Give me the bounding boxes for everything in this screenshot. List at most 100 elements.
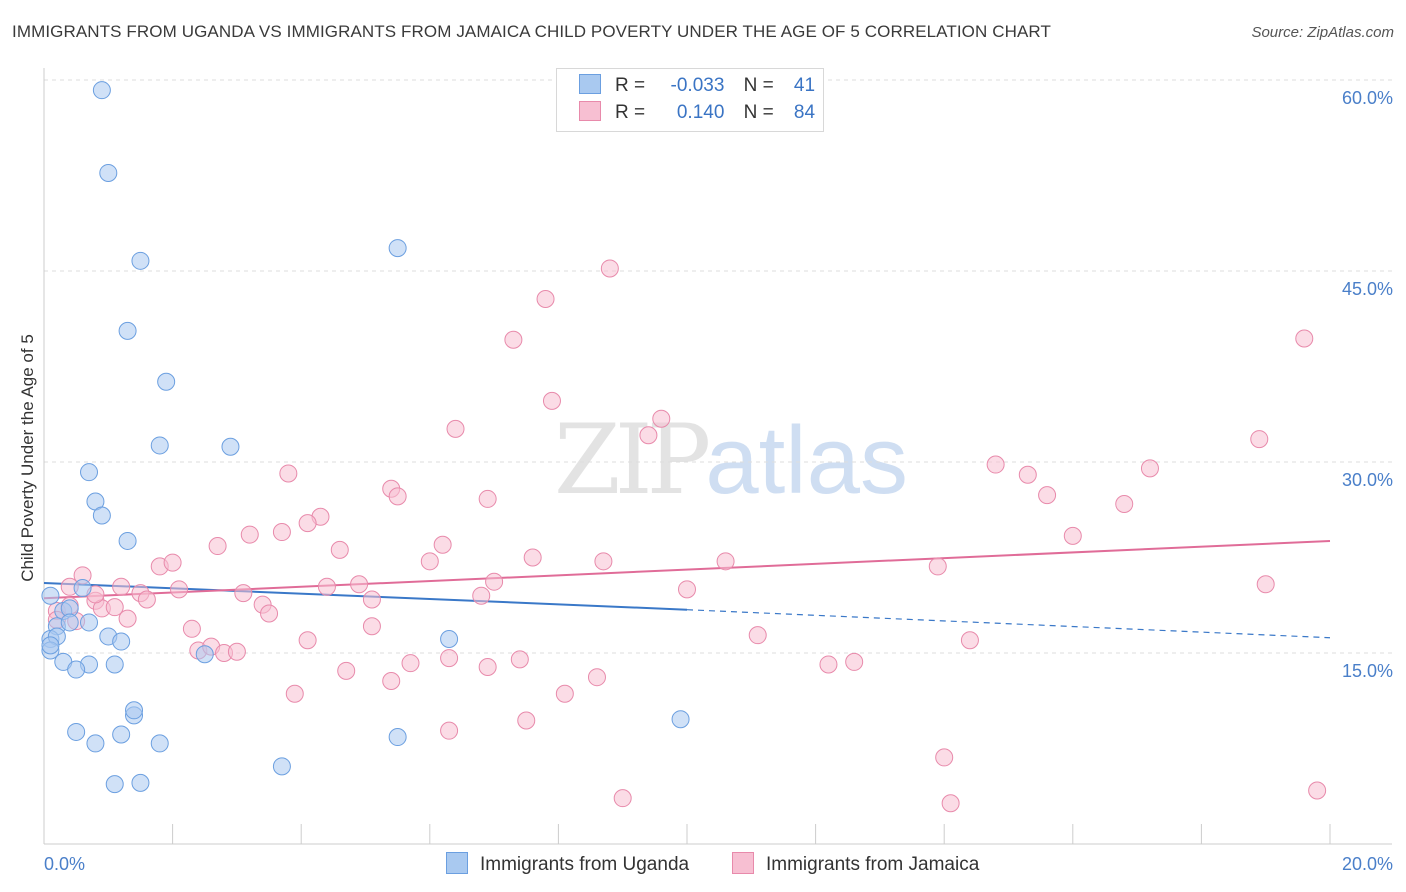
point-jamaica	[485, 572, 504, 591]
point-uganda	[221, 437, 240, 456]
point-jamaica	[510, 650, 529, 669]
point-jamaica	[433, 535, 452, 554]
point-uganda	[67, 660, 86, 679]
point-uganda	[112, 632, 131, 651]
point-jamaica	[928, 557, 947, 576]
point-uganda	[105, 775, 124, 794]
point-jamaica	[234, 584, 253, 603]
point-jamaica	[1115, 495, 1134, 514]
point-uganda	[41, 636, 60, 655]
y-axis-label: Child Poverty Under the Age of 5	[18, 334, 37, 582]
point-uganda	[73, 579, 92, 598]
point-uganda	[118, 321, 137, 340]
point-jamaica	[182, 619, 201, 638]
y-tick-label: 30.0%	[1342, 470, 1393, 490]
point-jamaica	[600, 259, 619, 278]
jamaica-n-label: N =	[743, 102, 774, 123]
point-uganda	[388, 239, 407, 258]
point-jamaica	[1018, 465, 1037, 484]
y-tick-label: 60.0%	[1342, 88, 1393, 108]
point-uganda	[125, 701, 144, 720]
point-jamaica	[279, 464, 298, 483]
point-jamaica	[446, 419, 465, 438]
point-jamaica	[1308, 781, 1327, 800]
point-jamaica	[440, 649, 459, 668]
point-jamaica	[517, 711, 536, 730]
point-jamaica	[163, 553, 182, 572]
point-jamaica	[678, 580, 696, 599]
point-jamaica	[298, 514, 317, 533]
point-jamaica	[960, 631, 979, 650]
point-jamaica	[536, 290, 555, 309]
x-tick-label-max: 20.0%	[1342, 854, 1393, 874]
trend-line-jamaica	[43, 539, 1331, 600]
point-jamaica	[317, 577, 336, 596]
point-jamaica	[845, 652, 864, 671]
point-jamaica	[587, 668, 606, 687]
gridlines	[44, 79, 1392, 654]
point-jamaica	[260, 604, 279, 623]
y-tick-label: 15.0%	[1342, 661, 1393, 681]
correlation-legend: R = -0.033 N = 41 R = 0.140 N = 84	[556, 68, 824, 132]
point-uganda	[131, 251, 150, 270]
point-jamaica	[1250, 430, 1269, 449]
legend-row-uganda: R = -0.033 N = 41	[579, 74, 815, 100]
legend-row-jamaica: R = 0.140 N = 84	[579, 101, 815, 127]
point-uganda	[67, 722, 86, 741]
uganda-r-value: -0.033	[670, 75, 725, 96]
jamaica-swatch	[579, 101, 601, 121]
point-jamaica	[208, 537, 227, 556]
point-jamaica	[420, 552, 439, 571]
point-uganda	[272, 757, 291, 776]
point-uganda	[92, 81, 111, 100]
legend-item-uganda[interactable]: Immigrants from Uganda	[446, 852, 689, 876]
point-jamaica	[285, 684, 304, 703]
jamaica-n-value: 84	[793, 102, 816, 123]
source-label: Source: ZipAtlas.com	[1251, 24, 1394, 41]
point-uganda	[440, 629, 459, 648]
point-uganda	[92, 506, 111, 525]
point-jamaica	[137, 590, 156, 609]
point-jamaica	[362, 590, 381, 609]
point-jamaica	[523, 548, 542, 567]
point-jamaica	[542, 391, 561, 410]
legend-item-jamaica[interactable]: Immigrants from Jamaica	[732, 852, 979, 876]
uganda-r-label: R =	[615, 75, 646, 96]
point-jamaica	[941, 794, 960, 813]
point-jamaica	[105, 598, 124, 617]
jamaica-legend-swatch	[732, 852, 754, 874]
point-jamaica	[337, 661, 356, 680]
point-uganda	[671, 710, 690, 729]
point-jamaica	[478, 658, 497, 677]
point-jamaica	[716, 552, 735, 571]
y-tick-label: 45.0%	[1342, 279, 1393, 299]
point-jamaica	[613, 789, 632, 808]
point-jamaica	[819, 655, 838, 674]
jamaica-legend-label: Immigrants from Jamaica	[766, 854, 980, 875]
point-uganda	[112, 725, 131, 744]
point-jamaica	[472, 586, 491, 605]
point-jamaica	[504, 330, 523, 349]
point-jamaica	[272, 523, 291, 542]
point-jamaica	[1063, 526, 1082, 545]
point-jamaica	[555, 684, 574, 703]
point-jamaica	[401, 654, 420, 673]
point-jamaica	[298, 631, 317, 650]
point-jamaica	[639, 426, 658, 445]
point-uganda	[118, 531, 137, 550]
axes	[43, 68, 1392, 845]
watermark-atlas: atlas	[705, 407, 908, 514]
point-jamaica	[986, 455, 1005, 474]
point-uganda	[150, 734, 169, 753]
points-uganda	[41, 81, 690, 794]
trend-jamaica	[43, 539, 1331, 600]
point-jamaica	[935, 748, 954, 767]
point-uganda	[150, 436, 169, 455]
point-jamaica	[1256, 575, 1275, 594]
point-jamaica	[350, 575, 369, 594]
point-uganda	[388, 728, 407, 747]
uganda-n-value: 41	[793, 75, 816, 96]
point-uganda	[195, 645, 214, 664]
uganda-legend-swatch	[446, 852, 468, 874]
uganda-n-label: N =	[743, 75, 774, 96]
